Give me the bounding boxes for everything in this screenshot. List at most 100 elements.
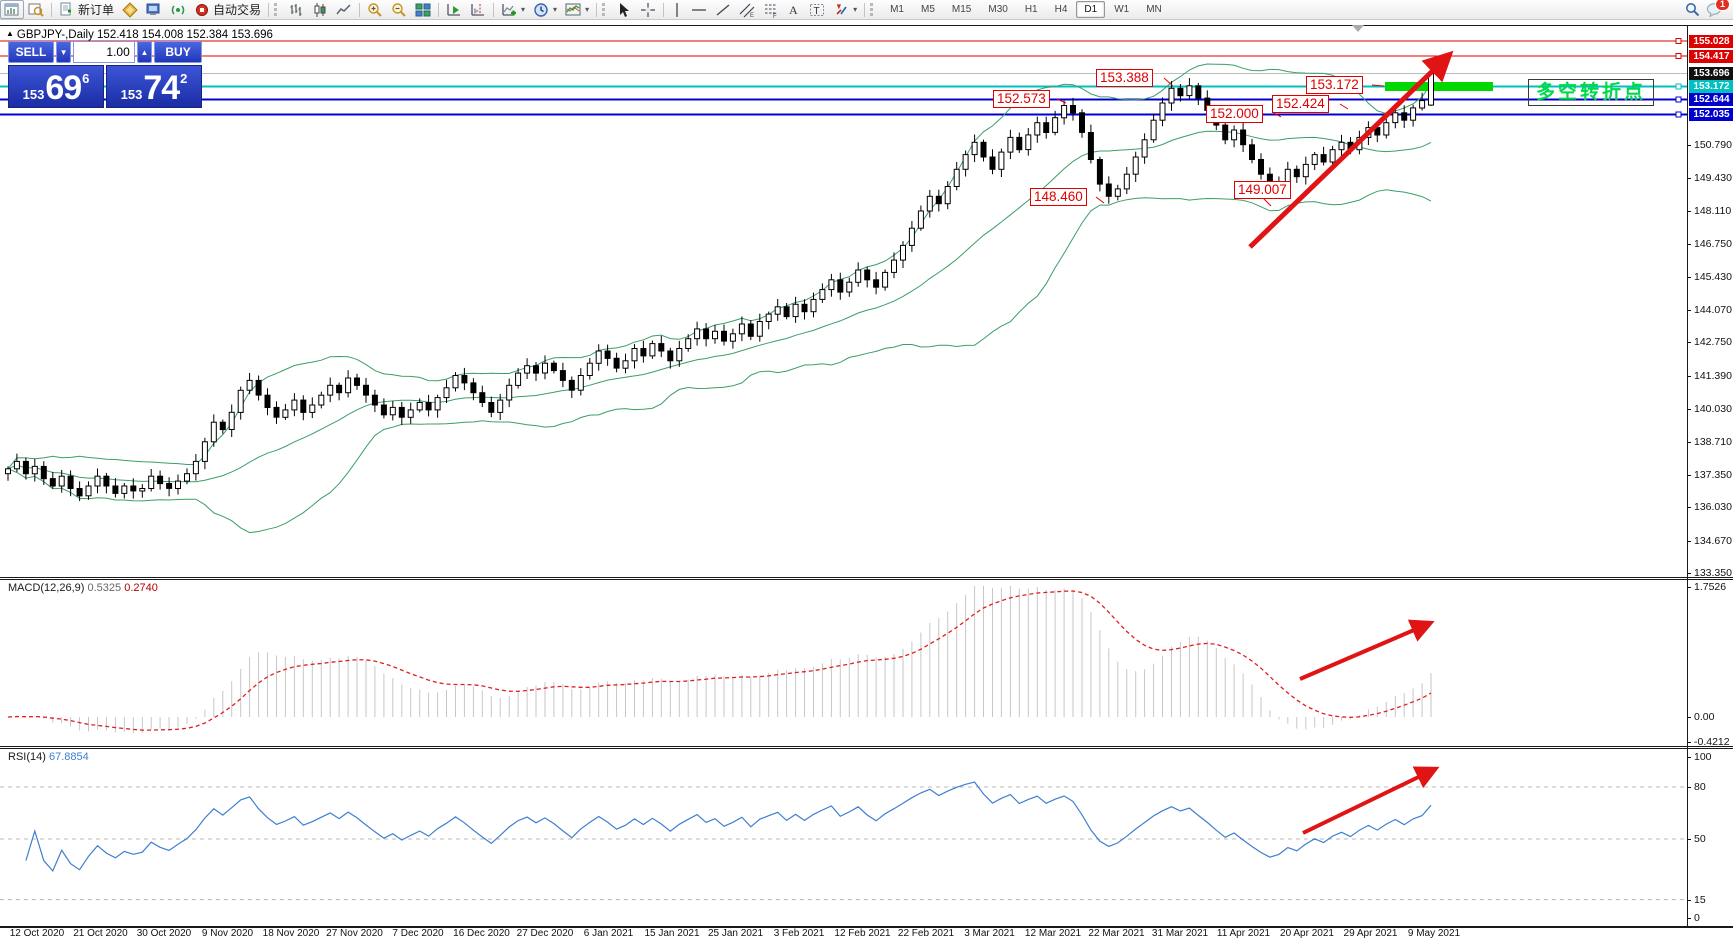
profiles-button[interactable] (24, 0, 48, 19)
price-annotation-label[interactable]: 149.007 (1234, 181, 1291, 199)
text-icon: A (789, 3, 798, 17)
new-order-icon (60, 2, 71, 15)
indicators-dropdown-caret[interactable]: ▾ (521, 5, 526, 14)
svg-text:T: T (814, 6, 820, 17)
templates-button[interactable]: ▾ (561, 0, 593, 19)
toolbar-grip[interactable] (602, 3, 608, 16)
arrows-button[interactable]: ▾ (829, 0, 861, 19)
axis-tick (1687, 244, 1691, 245)
price-annotation-label[interactable]: 153.172 (1306, 76, 1363, 94)
trend-arrow (1299, 619, 1435, 681)
periods-button[interactable]: ▾ (529, 0, 561, 19)
tile-windows-button[interactable] (411, 0, 435, 19)
price-annotation-label[interactable]: 152.573 (993, 90, 1050, 108)
timeframe-h4[interactable]: H4 (1054, 4, 1068, 15)
fibonacci-button[interactable]: F (759, 0, 783, 19)
profiles-icon (28, 3, 44, 17)
zoom-in-button[interactable] (363, 0, 387, 19)
axis-tick (1687, 376, 1691, 377)
autotrading-button[interactable]: 自动交易 (190, 0, 265, 19)
indicators-icon (502, 3, 517, 16)
auto-scroll-button[interactable] (442, 0, 466, 19)
date-axis-label: 12 Feb 2021 (834, 928, 891, 939)
price-annotation-label[interactable]: 152.424 (1272, 95, 1329, 113)
date-axis-label: 21 Oct 2020 (73, 928, 128, 939)
panel-separator[interactable] (0, 579, 1733, 580)
price-annotation-label[interactable]: 153.388 (1096, 69, 1153, 87)
axis-tick (1687, 310, 1691, 311)
panel-separator[interactable] (0, 577, 1733, 578)
chat-button[interactable]: 1 (1706, 0, 1730, 17)
rsi-value: 67.8854 (48, 751, 89, 763)
timeframe-mn[interactable]: MN (1146, 4, 1162, 15)
bar-chart-button[interactable] (284, 0, 308, 19)
text-button[interactable]: A (783, 0, 805, 19)
cn-note-label[interactable]: 多空转折点 (1528, 79, 1654, 106)
text-label-button[interactable]: T (805, 0, 829, 19)
date-axis-label: 6 Jan 2021 (583, 928, 634, 939)
timeframe-m5[interactable]: M5 (921, 4, 935, 15)
axis-tick-label: 144.070 (1694, 304, 1732, 316)
axis-tick (1687, 839, 1691, 840)
terminal-button[interactable] (142, 0, 166, 19)
templates-dropdown-caret[interactable]: ▾ (585, 5, 590, 14)
indicators-button[interactable]: ▾ (497, 0, 529, 19)
panel-separator[interactable] (0, 748, 1733, 749)
sell-button[interactable]: SELL (8, 41, 54, 63)
axis-tick-label: 50 (1694, 833, 1706, 845)
horizontal-line-button[interactable] (687, 0, 711, 19)
vertical-line-icon (676, 2, 678, 17)
timeframe-w1[interactable]: W1 (1114, 4, 1130, 15)
sell-price-display[interactable]: 153 69 6 (8, 65, 104, 108)
buy-button[interactable]: BUY (154, 41, 202, 63)
terminal-icon (146, 3, 160, 15)
timeframe-m15[interactable]: M15 (951, 4, 972, 15)
volume-increase-button[interactable]: ▲ (136, 41, 153, 63)
zoom-out-button[interactable] (387, 0, 411, 19)
timeframe-m30[interactable]: M30 (988, 4, 1008, 15)
volume-input[interactable]: 1.00 (73, 41, 135, 63)
axis-tick (1687, 342, 1691, 343)
periods-dropdown-caret[interactable]: ▾ (553, 5, 558, 14)
price-annotation-label[interactable]: 152.000 (1206, 105, 1263, 123)
new-order-button[interactable]: 新订单 (55, 0, 118, 19)
collapse-triangle-icon[interactable]: ▲ (6, 29, 14, 38)
date-axis-label: 3 Mar 2021 (964, 928, 1015, 939)
toolbar-grip[interactable] (274, 3, 280, 16)
axis-tick (1687, 717, 1691, 718)
axis-tick-label: 146.750 (1694, 238, 1732, 250)
timeframe-group: M1 M5 M15 M30 H1 H4 D1 W1 MN (882, 1, 1170, 18)
cursor-button[interactable] (612, 0, 636, 19)
panel-separator[interactable] (0, 746, 1733, 747)
vertical-line-button[interactable] (667, 0, 687, 19)
axis-tick (1687, 742, 1691, 743)
axis-tick (1687, 757, 1691, 758)
rsi-label: RSI(14) 67.8854 (8, 751, 89, 763)
search-icon[interactable] (1685, 2, 1700, 17)
new-chart-button[interactable] (0, 0, 24, 19)
axis-tick (1687, 178, 1691, 179)
crosshair-button[interactable] (636, 0, 660, 19)
svg-text:F: F (773, 14, 777, 18)
trendline-button[interactable] (711, 0, 735, 19)
axis-tick (1687, 145, 1691, 146)
fibonacci-icon: F (765, 4, 778, 18)
price-annotation-label[interactable]: 148.460 (1030, 188, 1087, 206)
timeframe-d1[interactable]: D1 (1076, 1, 1106, 18)
volume-decrease-button[interactable]: ▼ (55, 41, 72, 63)
toolbar-grip[interactable] (870, 3, 876, 16)
date-axis-label: 22 Feb 2021 (897, 928, 955, 939)
timeframe-m1[interactable]: M1 (890, 4, 904, 15)
timeframe-h1[interactable]: H1 (1024, 4, 1038, 15)
chart-shift-button[interactable] (466, 0, 490, 19)
signals-button[interactable] (166, 0, 190, 19)
buy-price-display[interactable]: 153 74 2 (106, 65, 202, 108)
arrows-dropdown-caret[interactable]: ▾ (853, 5, 858, 14)
line-chart-button[interactable] (332, 0, 356, 19)
svg-text:E: E (750, 13, 754, 18)
equidistant-channel-button[interactable]: E (735, 0, 759, 19)
metaeditor-button[interactable] (118, 0, 142, 19)
autotrading-icon (196, 3, 209, 16)
candlestick-button[interactable] (308, 0, 332, 19)
